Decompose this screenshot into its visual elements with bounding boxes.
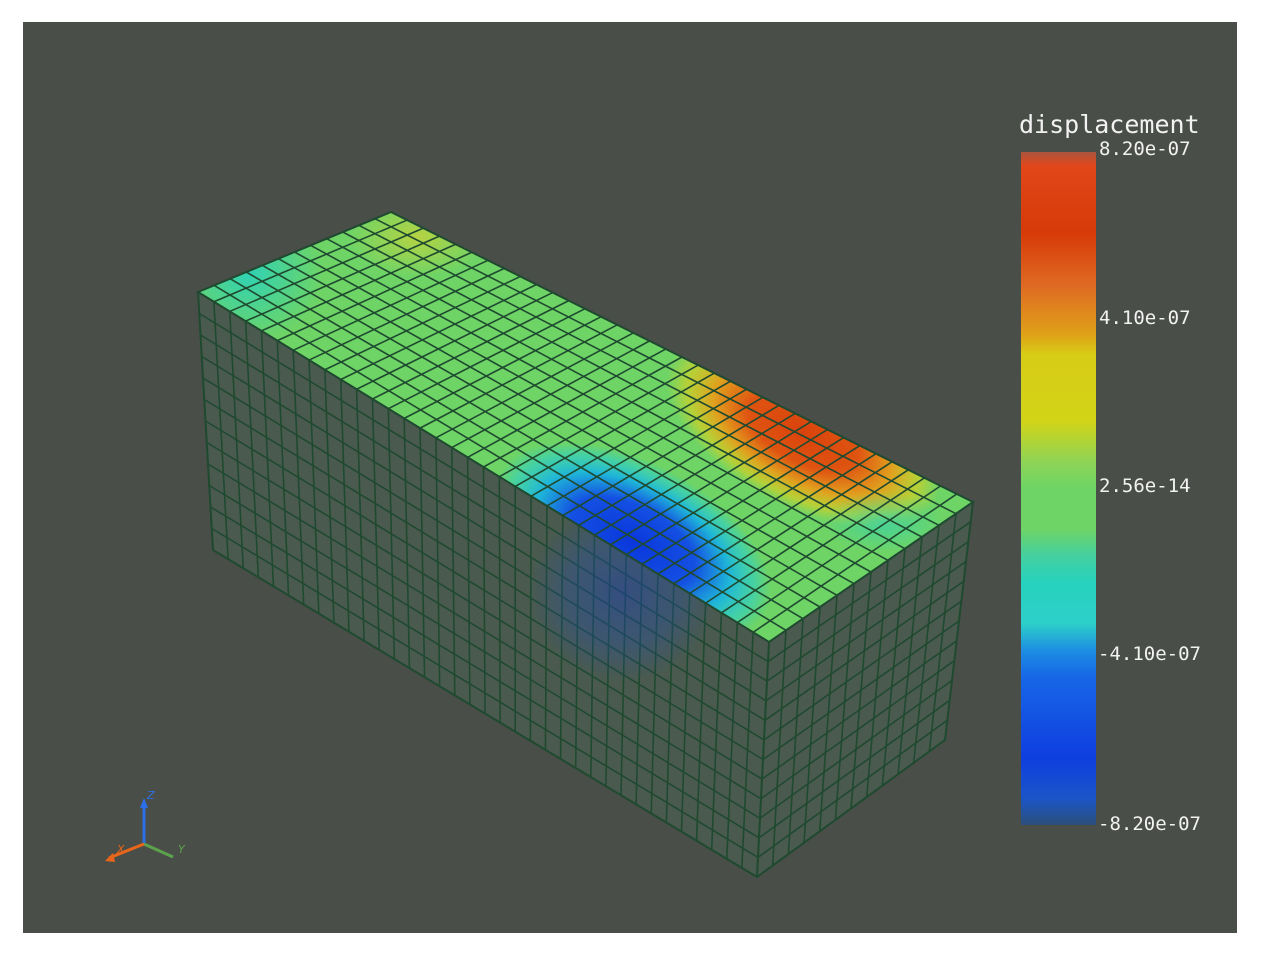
y-axis-label: Y — [178, 843, 185, 856]
legend-tick-upper: 4.10e-07 — [1099, 307, 1191, 329]
legend-tick-max: 8.20e-07 — [1099, 138, 1191, 160]
orientation-axes — [105, 798, 174, 862]
x-axis-line — [108, 842, 145, 860]
z-axis-arrow — [140, 798, 148, 808]
x-axis-label: X — [117, 843, 125, 856]
x-axis-arrow — [105, 853, 115, 862]
mesh-scene[interactable] — [23, 22, 1237, 933]
z-axis-label: Z — [147, 789, 155, 802]
mesh-front-edge — [756, 641, 770, 878]
legend-title: displacement — [1019, 110, 1200, 139]
mesh-top-face — [195, 210, 975, 644]
colorbar[interactable] — [1021, 152, 1096, 825]
legend-tick-min: -8.20e-07 — [1098, 813, 1201, 835]
legend-tick-lower: -4.10e-07 — [1098, 643, 1201, 665]
y-axis-line — [143, 842, 174, 859]
render-viewport[interactable]: Z Y X displacement 8.20e-07 4.10e-07 2.5… — [23, 22, 1237, 933]
legend-tick-mid: 2.56e-14 — [1099, 475, 1191, 497]
